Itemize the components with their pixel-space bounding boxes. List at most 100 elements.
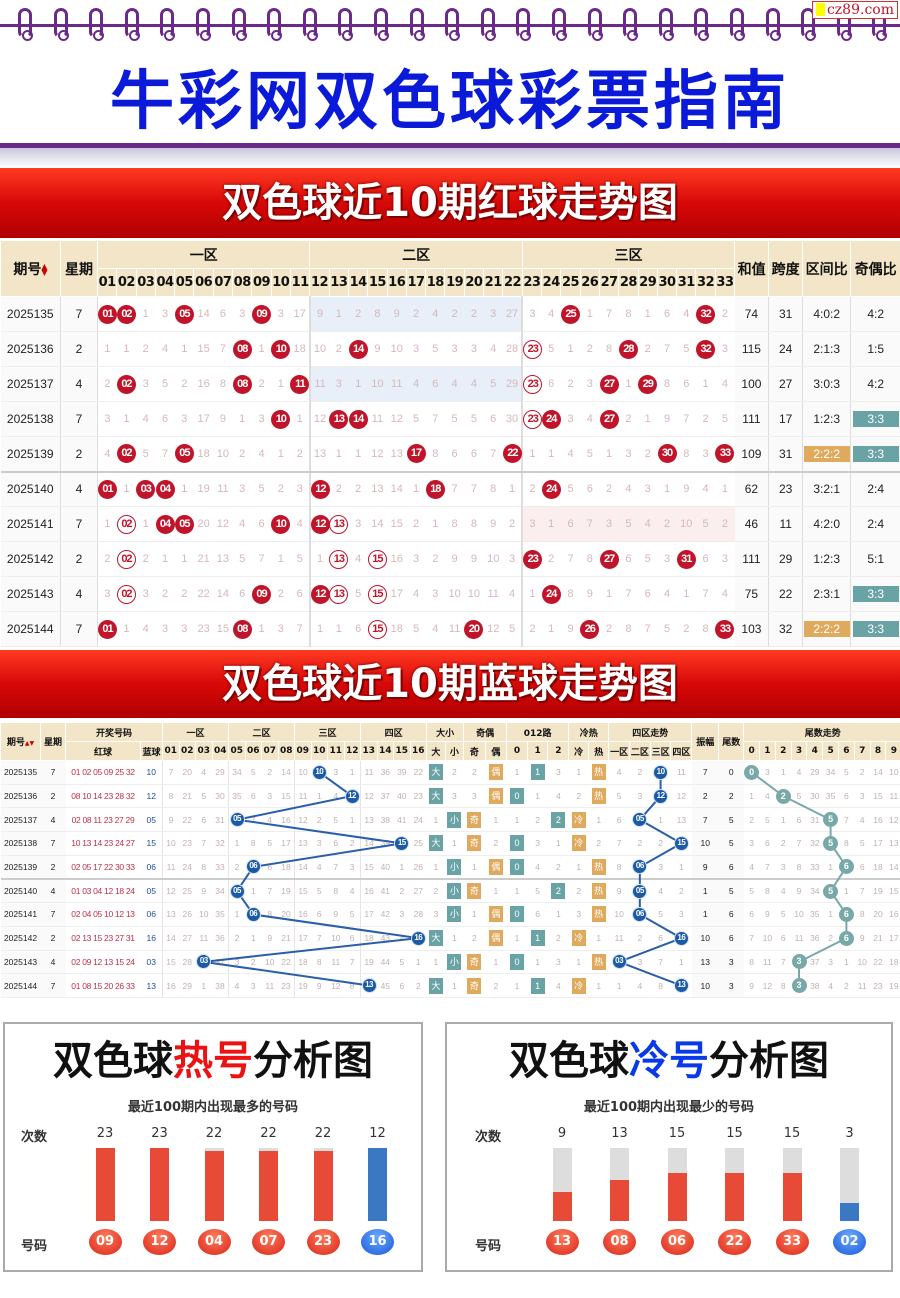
red-ball-hit: 24 [541,584,561,604]
blue-miss-cell: 17 [294,926,312,951]
red-cell: 8 [599,331,619,367]
red-cell: 4 [618,471,639,507]
temp-cell: 冷 [568,926,589,951]
road-mark: 2 [551,883,566,900]
zone-trend-cell: 16 [670,926,692,951]
red-cell: 4 [541,296,561,332]
parity-cell: 偶 [485,760,507,785]
sort-arrows-icon[interactable]: ▲▼ [24,740,35,747]
blue-miss-cell: 12 [360,784,378,809]
zone-trend-ball: 15 [673,835,689,851]
issue-header[interactable]: 期号▲▼ [0,240,61,297]
blue-miss-cell: 1 [245,878,262,904]
zone-ratio-value: 3:0:3 [813,377,841,391]
red-cell: 3 [580,366,600,402]
blue-number-header: 01 [162,741,180,761]
red-cell: 3 [174,401,194,437]
zone-trend-ball: 03 [611,954,627,970]
span-cell: 24 [768,331,804,367]
size-cell: 1 [426,807,446,833]
red-cell: 8 [483,471,503,507]
blue-miss-cell: 6 [327,831,345,856]
tail-digit-header: 4 [806,741,824,761]
red-cell: 1 [232,401,252,437]
blue-miss-cell: 39 [393,760,411,785]
red-cell: 10 [271,401,291,437]
blue-number-cell: 06 [140,855,163,880]
binder-ring-icon [160,8,176,41]
issue-header[interactable]: 期号▲▼ [0,722,41,761]
red-cell: 1 [290,401,310,437]
binder-ring-icon [53,8,69,41]
parity-mark: 偶 [488,788,503,805]
size-mark: 大 [428,930,443,947]
temp-cell: 热 [588,760,609,785]
tail-trend-ball: 6 [838,906,854,922]
red-cell: 2 [406,296,426,332]
span-cell: 11 [768,506,804,542]
red-ball-hit: 02 [116,304,136,324]
tail-trend-cell: 7 [791,831,807,856]
tail-trend-cell: 38 [806,973,823,998]
temp-mark: 热 [591,858,606,875]
red-ball-hit: 23 [523,549,543,569]
tail-trend-cell: 18 [885,950,900,975]
temp-cell: 热 [588,878,609,904]
tail-trend-ball: 0 [744,764,760,780]
sort-arrows-icon[interactable]: ▲▼ [41,261,48,277]
blue-miss-cell: 38 [377,807,394,833]
tail-trend-cell: 9 [854,926,871,951]
red-cell: 08 [232,366,252,402]
red-cell: 5 [425,331,445,367]
temp-header: 冷热 [568,722,610,742]
red-cell: 3 [483,296,503,332]
bar-track [95,1148,115,1221]
red-cell: 2 [599,611,619,647]
red-cell: 29 [638,366,658,402]
hot-number-chart: 双色球热号分析图 最近100期内出现最多的号码 次数 号码 23 09 23 12 22 04 22… [3,1022,423,1272]
red-cell: 5 [406,611,426,647]
red-cell: 24 [541,576,561,612]
red-cell: 2 [406,506,426,542]
number-ball: 04 [197,1229,231,1255]
tail-trend-cell: 36 [806,926,823,951]
tail-trend-cell: 15 [870,784,886,809]
odd-even-cell: 4:2 [850,366,900,402]
span-cell: 29 [768,541,804,577]
issue-cell: 2025137 [0,366,61,402]
red-cell: 1 [560,331,581,367]
zone-ratio-cell: 2:1:3 [802,331,852,367]
sum-header: 和值 [734,240,770,297]
red-ball-hit: 05 [174,444,194,464]
road-cell: 1 [547,902,569,927]
road-cell: 1 [506,807,528,833]
blue-miss-cell: 05 [228,878,246,904]
parity-mark: 偶 [488,906,503,923]
odd-even-cell: 1:5 [850,331,900,367]
red-cell: 6 [483,401,503,437]
red-cell: 05 [174,436,194,473]
tail-cell: 6 [718,902,744,927]
table-row: 2025144 7 01 1 4 3 3 23 15 08 1 3 7 1 1 6 15 18 5 4 11 20 12 5 2… [0,611,900,647]
blue-miss-cell: 6 [245,784,262,809]
zone-trend-cell: 4 [629,973,651,998]
odd-even-cell: 3:3 [850,436,900,473]
red-number-header: 15 [367,268,388,297]
red-cell: 7 [425,401,445,437]
tail-digit-header: 5 [822,741,839,761]
road-mark: 0 [509,906,524,923]
red-cell: 3 [715,541,735,577]
blue-miss-cell: 2 [261,760,279,785]
red-cell: 02 [116,366,137,402]
week-cell: 7 [40,902,66,927]
red-cell: 6 [425,366,445,402]
red-cell: 08 [232,331,252,367]
tail-trend-cell: 37 [806,950,823,975]
blue-miss-cell: 6 [393,973,411,998]
zone-trend-cell: 2 [650,831,671,856]
blue-miss-cell: 12 [294,807,312,833]
red-cell: 4 [464,366,484,402]
size-cell: 1 [426,855,446,880]
road-cell: 5 [527,878,548,904]
red-cell: 3 [618,436,639,473]
